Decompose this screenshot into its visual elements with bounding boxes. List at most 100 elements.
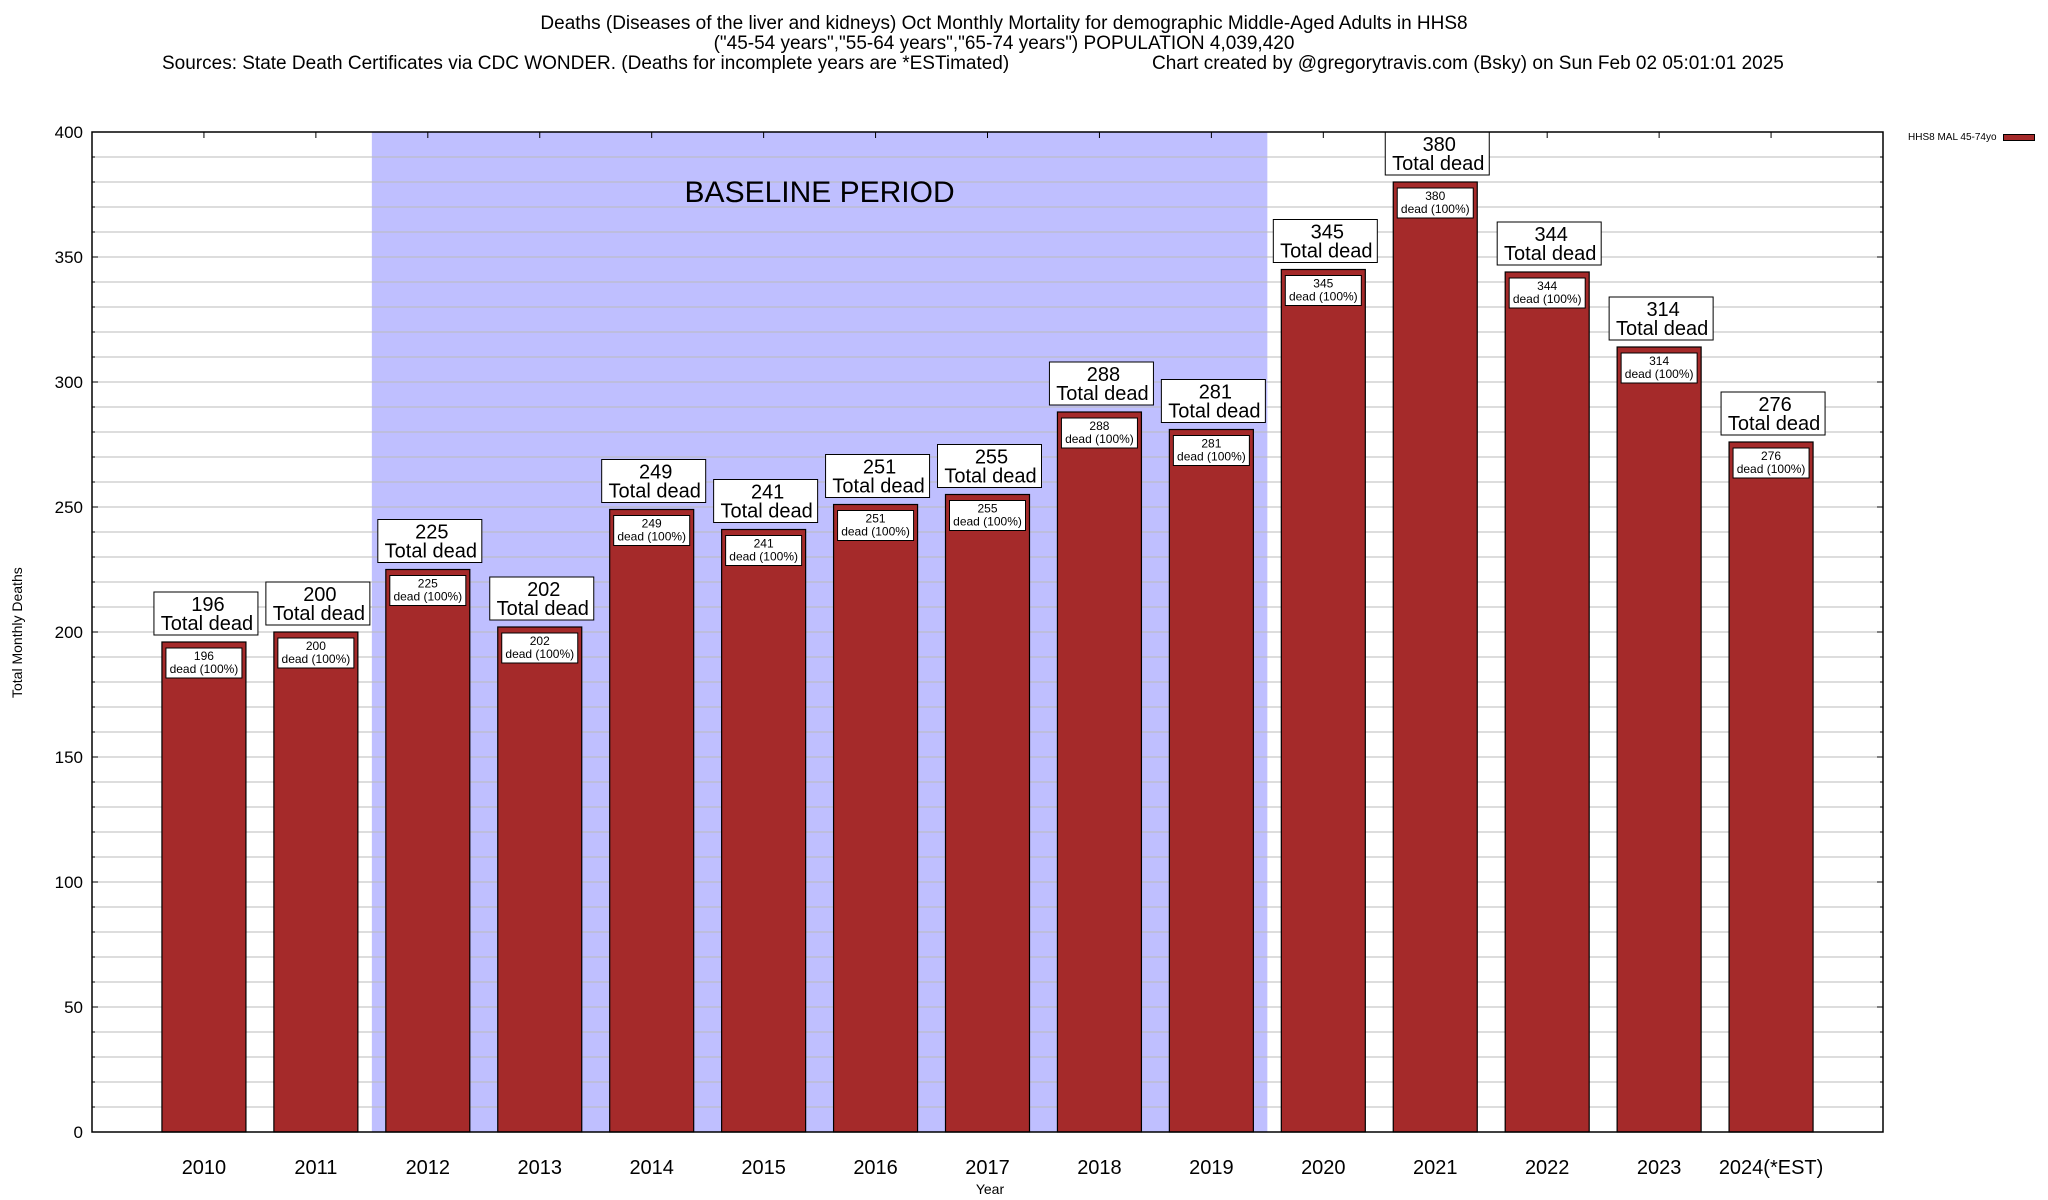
bar-inner-label: dead (100%) [729,550,798,564]
bar-total-value: 225 [415,522,448,544]
chart-title: Deaths (Diseases of the liver and kidney… [540,13,1468,34]
bar-total-value: 200 [303,584,336,606]
bar [944,493,1031,1133]
x-tick-label: 2017 [965,1157,1010,1179]
bar-inner-label: dead (100%) [1065,432,1134,446]
bar-total-label-box [1496,221,1602,266]
bar-total-label: Total dead [832,476,924,498]
y-tick-label: 100 [55,873,83,892]
bar-total-label: Total dead [1504,243,1596,265]
bar-total-label: Total dead [1392,153,1484,175]
bar-total-label-box [1608,296,1714,341]
bar-total-label: Total dead [1056,383,1148,405]
bar-inner-value: 281 [1201,437,1221,451]
y-tick-label: 0 [74,1123,83,1142]
bar-inner-label-box [1060,417,1138,449]
bar-inner-label: dead (100%) [1177,450,1246,464]
y-axis-label: Total Monthly Deaths [9,567,25,698]
chart-credit: Chart created by @gregorytravis.com (Bsk… [1152,53,1784,74]
bar-inner-value: 251 [866,512,886,526]
bar-total-value: 202 [527,579,560,601]
bar-total-label-box [1160,379,1266,423]
bar-inner-value: 255 [977,502,997,516]
baseline-label: BASELINE PERIOD [685,176,955,209]
bar-inner-label: dead (100%) [1625,367,1694,381]
bar-inner-value: 196 [194,649,214,663]
bar-inner-value: 288 [1089,419,1109,433]
bar-inner-value: 380 [1425,189,1445,203]
bar-total-value: 380 [1423,134,1456,156]
x-tick-label: 2022 [1525,1157,1570,1179]
bar-inner-value: 344 [1537,279,1557,293]
bar [1504,271,1590,1133]
bar-total-value: 276 [1758,394,1791,416]
bar-total-label-box [377,519,483,563]
x-tick-label: 2018 [1077,1157,1122,1179]
bar-total-value: 288 [1087,364,1120,386]
bar-inner-label: dead (100%) [841,525,910,539]
bar-total-value: 241 [751,482,784,504]
bar-total-value: 255 [975,447,1008,469]
bar-total-label-box [265,581,371,626]
bar-total-label: Total dead [273,603,365,625]
bar-inner-label-box [501,632,579,664]
bar-inner-value: 314 [1649,354,1669,368]
bar-inner-label-box [725,535,803,566]
bar [1056,411,1143,1133]
bar-inner-label-box [949,500,1026,531]
bar-inner-label: dead (100%) [1401,202,1470,216]
x-tick-label: 2019 [1189,1157,1234,1179]
bar-total-value: 281 [1199,382,1232,404]
bar [721,528,807,1133]
bar-inner-label-box [1284,275,1362,306]
bar-total-label-box [1720,391,1826,436]
bar [832,503,919,1133]
x-tick-label: 2013 [518,1157,563,1179]
bar-total-label: Total dead [1616,318,1708,340]
bar-inner-label-box [1508,277,1586,309]
bar-inner-label-box [837,510,915,541]
bar-inner-label: dead (100%) [953,515,1022,529]
legend: HHS8 MAL 45-74yo [1908,132,2035,143]
bar-total-label-box [937,444,1042,488]
x-tick-label: 2015 [741,1157,786,1179]
x-tick-label: 2014 [629,1157,674,1179]
x-tick-label: 2021 [1413,1157,1458,1179]
bar-inner-label-box [389,575,467,606]
x-tick-label: 2016 [853,1157,898,1179]
bar [1616,346,1702,1133]
bar [609,508,695,1133]
bar-total-label-box [713,479,819,523]
legend-label: HHS8 MAL 45-74yo [1908,132,1997,143]
bar-total-label: Total dead [385,541,477,563]
bar-inner-label: dead (100%) [282,652,351,666]
bar-inner-label: dead (100%) [170,662,239,676]
bar-total-label: Total dead [609,481,701,503]
y-tick-label: 150 [55,748,83,767]
bar [1280,268,1366,1133]
x-tick-label: 2024(*EST) [1719,1157,1824,1179]
x-tick-label: 2020 [1301,1157,1346,1179]
bar-total-value: 345 [1311,222,1344,244]
bar-inner-label-box [1732,447,1810,479]
bar [1392,181,1478,1133]
x-tick-label: 2023 [1637,1157,1682,1179]
bar-total-value: 314 [1646,299,1679,321]
y-tick-label: 50 [64,998,83,1017]
bar-total-label: Total dead [1168,401,1260,423]
bar-inner-label-box [1620,352,1698,384]
bar [161,641,247,1133]
bar-total-label: Total dead [1728,413,1820,435]
y-tick-label: 400 [55,123,83,142]
bar-inner-label-box [1396,187,1474,219]
bar-inner-value: 249 [642,517,662,531]
chart-sources: Sources: State Death Certificates via CD… [162,53,1010,74]
bar-inner-value: 225 [418,577,438,591]
bar-total-label-box [601,459,707,503]
bar-inner-value: 345 [1313,277,1333,291]
y-tick-label: 300 [55,373,83,392]
bar-total-label: Total dead [1280,241,1372,263]
x-tick-label: 2011 [294,1157,337,1179]
bar-inner-label-box [1172,435,1250,466]
bar-total-label: Total dead [161,613,253,635]
